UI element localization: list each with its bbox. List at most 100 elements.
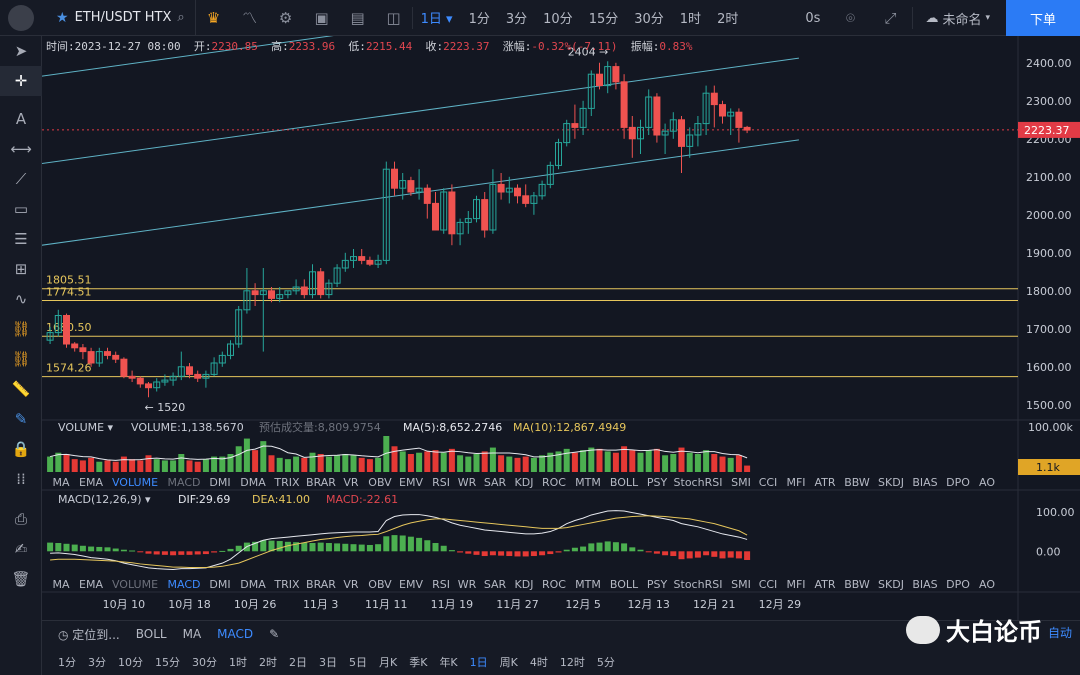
interval-2[interactable]: 10分 (118, 656, 143, 669)
candle-body (104, 351, 111, 356)
gear-icon[interactable]: ⚙ (278, 8, 293, 27)
camera-icon[interactable]: ⌾ (845, 9, 855, 27)
interval-15[interactable]: 4时 (529, 656, 548, 669)
interval-13[interactable]: 1日 (469, 656, 488, 669)
screenshot-icon[interactable]: ▣ (314, 8, 329, 27)
interval-5[interactable]: 1时 (229, 656, 247, 669)
star-icon[interactable]: ★ (56, 9, 69, 26)
interval-10[interactable]: 月K (379, 656, 398, 669)
indicator-tab-bias: BIAS (912, 578, 937, 591)
cloud-save-button[interactable]: ☁ 未命名 ▾ (917, 0, 998, 36)
interval-3[interactable]: 15分 (155, 656, 180, 669)
interval-17[interactable]: 5分 (596, 656, 615, 669)
interval-16[interactable]: 12时 (559, 656, 585, 669)
layout-icon[interactable]: ◫ (386, 8, 401, 27)
macd-histogram-bar (301, 542, 308, 552)
parallel-lines-icon[interactable]: ☰ (14, 230, 28, 248)
lock-icon[interactable]: 🔒 (11, 440, 31, 458)
candle-body (653, 96, 661, 136)
candle-body (571, 123, 579, 128)
indicator-tab-rsi: RSI (432, 578, 450, 591)
candle-body (440, 191, 448, 231)
interval-4[interactable]: 30分 (192, 656, 217, 669)
volume-bar (260, 441, 267, 472)
edit-icon[interactable]: ✍ (14, 540, 28, 558)
candle-body (169, 375, 177, 381)
template-icon[interactable]: ▤ (350, 8, 365, 27)
indicator-tab-rsi: RSI (432, 476, 450, 489)
interval-14[interactable]: 周K (499, 656, 518, 669)
candle-body (235, 309, 243, 345)
fullscreen-icon[interactable]: ⤢ (884, 9, 897, 27)
interval-0[interactable]: 1分 (58, 656, 76, 669)
candle-body (596, 73, 603, 87)
locate-button[interactable]: ◷ 定位到... (58, 626, 120, 643)
symbol-selector[interactable]: ★ ETH/USDT HTX ⌕ (42, 0, 196, 36)
candle-body (719, 104, 726, 117)
interval-12[interactable]: 年K (439, 656, 458, 669)
trend-line-icon[interactable]: ⟋ (15, 170, 27, 188)
candle-body (587, 73, 595, 109)
ruler-icon[interactable]: 📏 (11, 380, 31, 398)
volume-bar (744, 465, 751, 472)
interval-8[interactable]: 3日 (319, 656, 337, 669)
bookmark-icon[interactable]: ⎙ (14, 510, 27, 528)
volume-tag-label: 1.1k (1036, 461, 1060, 474)
volume-bar (678, 447, 685, 472)
timeframe-5[interactable]: 30分 (634, 12, 664, 27)
link-icon[interactable]: ⛓ (11, 350, 31, 368)
rectangle-icon[interactable]: ▭ (13, 200, 29, 218)
candle-body (161, 379, 169, 383)
timeframe-4[interactable]: 15分 (588, 12, 619, 27)
order-button[interactable]: 下单 (1006, 0, 1080, 36)
volume-bar (563, 448, 570, 472)
candle-body (743, 126, 751, 131)
timeframe-3[interactable]: 10分 (543, 12, 573, 27)
horizontal-line-icon[interactable]: ⟷ (10, 140, 32, 158)
volume-bar (334, 455, 341, 472)
x-axis-date-label: 11月 19 (431, 598, 474, 611)
interval-6[interactable]: 2时 (259, 656, 277, 669)
volume-bar (383, 436, 390, 472)
interval-7[interactable]: 2日 (289, 656, 307, 669)
auto-toggle[interactable]: 自动 (1047, 626, 1072, 640)
interval-1[interactable]: 3分 (88, 656, 106, 669)
indicator-ma[interactable]: MA (182, 627, 202, 641)
crosshair-icon[interactable]: ✛ (0, 66, 42, 96)
eye-icon[interactable]: ⁞⁞ (16, 470, 26, 488)
indicator-icon[interactable]: 〽 (242, 9, 258, 27)
max-price-label: 2404 → (568, 45, 609, 58)
volume-bar (686, 452, 693, 472)
text-icon[interactable]: A (15, 110, 27, 128)
chevron-down-icon: ▾ (985, 13, 990, 23)
interval-11[interactable]: 季K (409, 656, 428, 669)
candle-body (456, 221, 464, 235)
chart-svg[interactable]: 2400.002300.002200.002100.002000.001900.… (0, 0, 1080, 620)
cursor-icon[interactable]: ➤ (14, 42, 28, 60)
search-icon[interactable]: ⌕ (177, 10, 185, 25)
crown-icon[interactable]: ♛ (206, 8, 221, 27)
timeframe-1[interactable]: 1分 (468, 12, 490, 27)
timeframe-2[interactable]: 3分 (505, 12, 528, 27)
x-axis-date-label: 12月 13 (627, 598, 670, 611)
candle-body (669, 119, 677, 132)
timeframe-6[interactable]: 1时 (679, 12, 702, 27)
timeframe-list: 1日 ▾ 1分 3分 10分 15分 30分 1时 2时 (413, 0, 747, 36)
edit-indicator-icon[interactable]: ✎ (269, 627, 280, 641)
indicator-macd[interactable]: MACD (217, 627, 254, 641)
candle-body (710, 92, 718, 106)
interval-9[interactable]: 5日 (349, 656, 367, 669)
trash-icon[interactable]: 🗑 (11, 570, 31, 588)
macd-histogram-bar (727, 551, 734, 558)
pen-icon[interactable]: ✎ (14, 410, 28, 428)
candle-body (473, 199, 480, 220)
timeframe-7[interactable]: 2时 (717, 12, 739, 27)
macd-histogram-bar (260, 540, 267, 552)
timeframe-0[interactable]: 1日 ▾ (420, 12, 453, 27)
magnet-icon[interactable]: ⛓ (11, 320, 31, 338)
indicator-tab-bbw: BBW (844, 476, 870, 489)
grid-icon[interactable]: ⊞ (14, 260, 28, 278)
macd-histogram-bar (662, 551, 669, 556)
indicator-boll[interactable]: BOLL (135, 627, 167, 641)
wave-icon[interactable]: ∿ (14, 290, 28, 308)
